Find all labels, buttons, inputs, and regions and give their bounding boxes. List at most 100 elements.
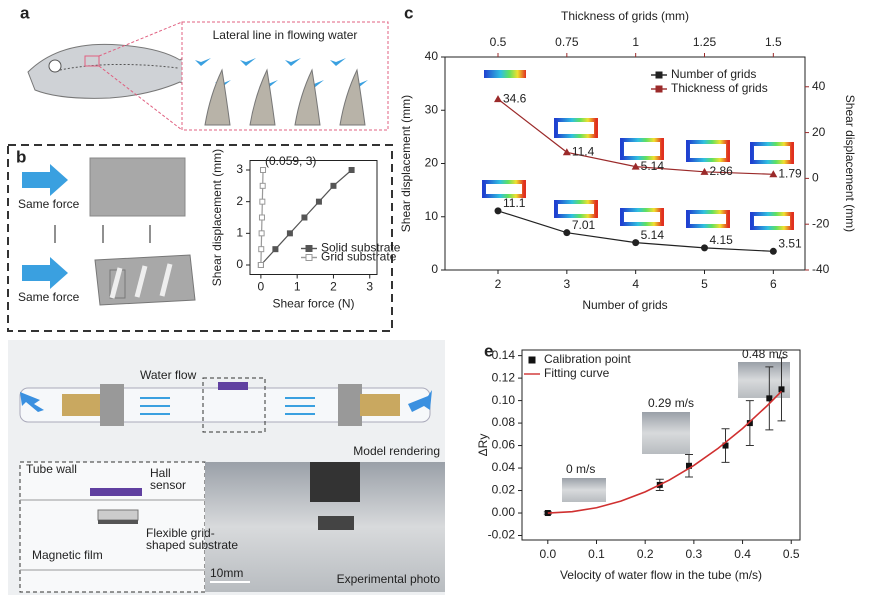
data-label: 7.01 — [572, 218, 596, 232]
force-arrow — [22, 164, 68, 196]
flow-mark — [285, 58, 301, 66]
annotation: 0.48 m/s — [742, 347, 788, 361]
panel-label: e — [484, 341, 493, 360]
cell — [249, 68, 276, 126]
point — [562, 148, 571, 156]
point — [766, 395, 773, 402]
thumb-photo — [562, 478, 606, 502]
fish-eye — [48, 59, 62, 73]
y2-tick-label: -20 — [812, 216, 830, 230]
x-axis-label: Velocity of water flow in the tube (m/s) — [560, 568, 762, 582]
thumb-photo — [738, 362, 790, 398]
label: Experimental photo — [337, 572, 441, 586]
legend-marker — [305, 254, 313, 261]
label: Hall — [150, 466, 171, 480]
point — [632, 239, 640, 247]
legend-label: Calibration point — [544, 352, 631, 366]
label: Tube wall — [26, 462, 77, 476]
y-tick-label: 0.00 — [492, 505, 516, 519]
cell — [294, 68, 321, 126]
thumb — [750, 212, 794, 230]
point — [260, 167, 267, 173]
y-axis-label: Shear displacement (mm) — [399, 95, 413, 232]
photo-sensor — [310, 462, 360, 502]
y-axis-label: ΔRy — [476, 434, 490, 457]
lateral-line — [59, 63, 179, 71]
sensor — [218, 382, 248, 390]
x2-tick-label: 1.25 — [693, 35, 717, 49]
thumb — [554, 118, 598, 138]
data-label: 1.79 — [778, 166, 802, 180]
y-tick-label: 0 — [236, 257, 243, 271]
hole — [109, 267, 123, 299]
x-tick-label: 1 — [294, 280, 301, 294]
zoom-box — [84, 55, 100, 67]
data-label: 4.15 — [710, 233, 734, 247]
label: Magnetic film — [32, 548, 103, 562]
point — [315, 198, 322, 205]
legend-marker — [305, 245, 313, 252]
label: shaped substrate — [146, 538, 238, 552]
x-axis-label: Number of grids — [582, 298, 667, 312]
y2-tick-label: -40 — [812, 262, 830, 276]
x-tick-label: 3 — [563, 277, 570, 291]
grid-holes — [109, 263, 173, 299]
series-line — [547, 390, 783, 514]
caption: Lateral line in flowing water — [213, 28, 358, 42]
x-tick-label: 4 — [632, 277, 639, 291]
point — [722, 442, 729, 449]
panel-label: a — [20, 3, 30, 22]
thumb — [620, 208, 664, 226]
panel-label: c — [404, 3, 413, 22]
data-label: 11.4 — [572, 144, 595, 158]
grid-substrate — [97, 509, 139, 521]
x2-tick-label: 0.5 — [490, 35, 507, 49]
point — [631, 162, 640, 170]
x-tick-label: 3 — [366, 280, 373, 294]
y-tick-label: 40 — [425, 49, 439, 63]
y2-tick-label: 20 — [812, 125, 826, 139]
y-tick-label: 20 — [425, 156, 439, 170]
water-marks — [195, 58, 368, 88]
data-label: 11.1 — [503, 196, 526, 210]
force-label: Same force — [18, 290, 80, 304]
plot-frame — [521, 349, 801, 541]
thumb — [686, 140, 730, 162]
y-tick-label: 10 — [425, 209, 439, 223]
data-label: 5.14 — [641, 228, 665, 242]
x-tick-label: 6 — [770, 277, 777, 291]
force-label: Same force — [18, 197, 80, 211]
y2-tick-label: 0 — [812, 171, 819, 185]
x-tick-label: 0.1 — [588, 547, 605, 561]
point — [685, 462, 692, 469]
x2-tick-label: 0.75 — [555, 35, 579, 49]
thumb — [554, 200, 598, 218]
point — [259, 182, 266, 189]
data-label: 5.14 — [641, 159, 665, 173]
x-axis-label: Shear force (N) — [272, 297, 354, 311]
point — [778, 386, 785, 393]
x-tick-label: 0.5 — [783, 547, 800, 561]
x2-axis-label: Thickness of grids (mm) — [561, 9, 689, 23]
plot-frame — [249, 160, 378, 275]
y2-tick-label: 40 — [812, 79, 826, 93]
legend-marker — [528, 356, 536, 364]
connector — [360, 394, 400, 416]
zoom-line — [98, 65, 183, 131]
down-arrows — [54, 225, 151, 243]
y-tick-label: 30 — [425, 102, 439, 116]
label: Flexible grid- — [146, 526, 215, 540]
y-tick-label: 0.12 — [492, 370, 516, 384]
label: sensor — [150, 478, 186, 492]
x-tick-label: 0.0 — [539, 547, 556, 561]
annotation: (0.059, 3) — [265, 154, 316, 168]
y-tick-label: 0 — [431, 262, 438, 276]
clamp — [338, 384, 362, 426]
legend-label: Grid substrate — [321, 250, 397, 264]
data-label: 2.86 — [710, 164, 734, 178]
y-tick-label: 0.08 — [492, 415, 516, 429]
point — [348, 167, 355, 173]
point — [258, 214, 265, 221]
legend-marker — [655, 85, 663, 93]
